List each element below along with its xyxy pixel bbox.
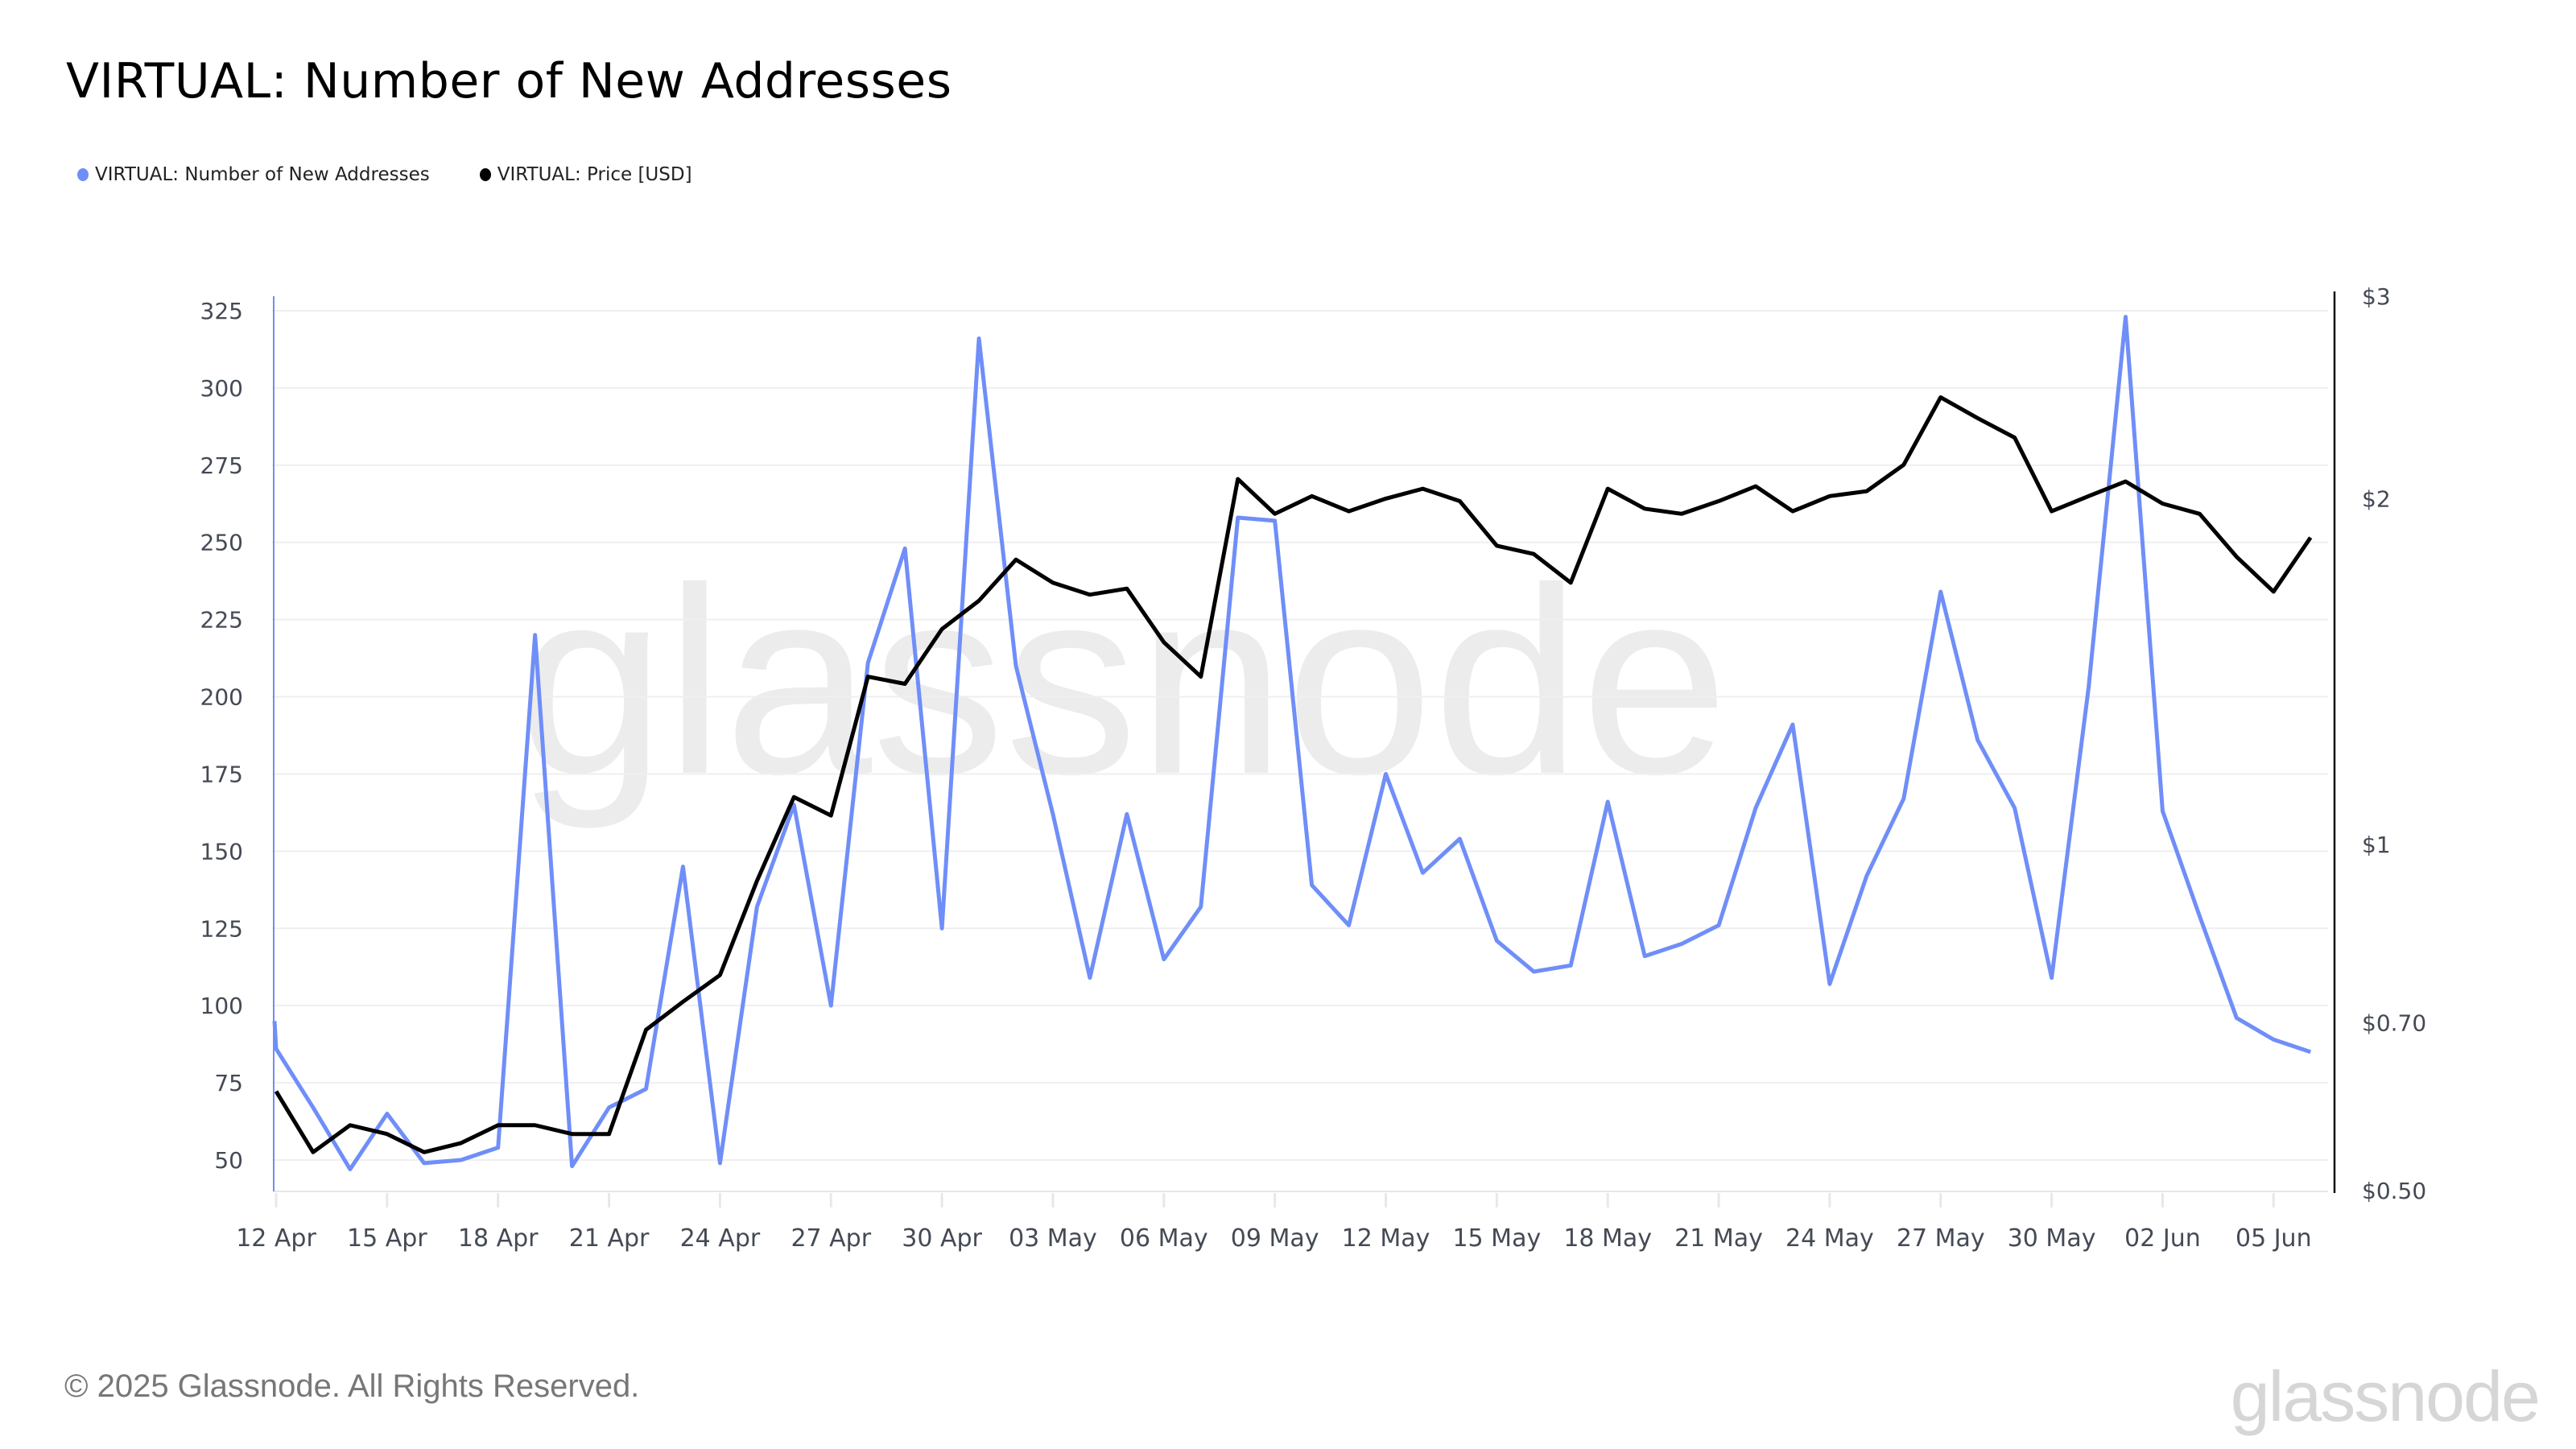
- x-axis-tick-label: 30 Apr: [902, 1224, 982, 1253]
- legend-item-new-addresses[interactable]: VIRTUAL: Number of New Addresses: [77, 164, 430, 185]
- left-axis-tick-label: 200: [200, 684, 243, 711]
- right-axis-tick-label: $0.50: [2362, 1178, 2426, 1204]
- x-axis-tick-label: 21 May: [1674, 1224, 1763, 1253]
- left-axis-tick-label: 100: [200, 993, 243, 1019]
- x-axis-tick-label: 18 Apr: [458, 1224, 539, 1253]
- x-axis-tick-label: 27 Apr: [791, 1224, 871, 1253]
- left-axis-tick-label: 300: [200, 375, 243, 402]
- left-axis-tick-label: 325: [200, 298, 243, 324]
- legend-item-price[interactable]: VIRTUAL: Price [USD]: [479, 164, 692, 185]
- right-axis-tick-label: $3: [2362, 283, 2391, 310]
- x-axis-tick-label: 06 May: [1120, 1224, 1208, 1253]
- x-axis-tick-label: 24 May: [1785, 1224, 1874, 1253]
- left-axis-tick-label: 125: [200, 915, 243, 942]
- gridlines: [272, 310, 2328, 1192]
- left-axis-tick-label: 275: [200, 452, 243, 479]
- right-axis-tick-label: $0.70: [2362, 1009, 2426, 1036]
- x-axis: 12 Apr 15 Apr 18 Apr 21 Apr 24 Apr 27 Apr 30 A…: [236, 1193, 2312, 1253]
- brand-logo: glassnode: [2230, 1356, 2541, 1436]
- right-axis-tick-label: $1: [2362, 832, 2391, 858]
- x-axis-tick-label: 18 May: [1563, 1224, 1652, 1253]
- left-axis-tick-label: 225: [200, 607, 243, 634]
- x-axis-tick-label: 15 Apr: [347, 1224, 427, 1253]
- left-axis-tick-label: 150: [200, 838, 243, 865]
- legend-label: VIRTUAL: Number of New Addresses: [95, 164, 430, 185]
- right-y-axis: $3 $2 $1 $0.70 $0.50: [2333, 283, 2426, 1204]
- left-axis-tick-label: 175: [200, 761, 243, 787]
- x-axis-tick-label: 12 Apr: [236, 1224, 316, 1253]
- legend-dot-icon: [479, 168, 491, 181]
- x-axis-tick-label: 30 May: [2008, 1224, 2096, 1253]
- legend-dot-icon: [77, 168, 89, 181]
- legend-label: VIRTUAL: Price [USD]: [497, 164, 692, 185]
- x-axis-tick-label: 09 May: [1231, 1224, 1319, 1253]
- x-axis-tick-label: 05 Jun: [2235, 1224, 2312, 1253]
- x-axis-tick-label: 12 May: [1342, 1224, 1430, 1253]
- x-axis-tick-label: 27 May: [1897, 1224, 1985, 1253]
- copyright-text: © 2025 Glassnode. All Rights Reserved.: [64, 1368, 640, 1404]
- right-axis-tick-label: $2: [2362, 485, 2391, 512]
- left-axis-tick-label: 250: [200, 530, 243, 556]
- x-axis-tick-label: 21 Apr: [569, 1224, 650, 1253]
- series-line-price[interactable]: [274, 395, 2313, 1154]
- x-axis-tick-label: 24 Apr: [680, 1224, 761, 1253]
- chart-legend: VIRTUAL: Number of New Addresses VIRTUAL…: [77, 164, 692, 185]
- x-axis-tick-label: 03 May: [1009, 1224, 1097, 1253]
- watermark: glassnode: [518, 532, 1729, 831]
- chart-title: VIRTUAL: Number of New Addresses: [66, 53, 952, 109]
- left-axis-tick-label: 75: [214, 1070, 243, 1096]
- x-axis-tick-label: 02 Jun: [2124, 1224, 2201, 1253]
- left-y-axis: 50 75 100 125 150 175 200 225 250 275 300 325: [200, 296, 275, 1191]
- x-axis-tick-label: 15 May: [1452, 1224, 1541, 1253]
- left-axis-tick-label: 50: [214, 1147, 243, 1174]
- series-line-new-addresses[interactable]: [272, 315, 2312, 1172]
